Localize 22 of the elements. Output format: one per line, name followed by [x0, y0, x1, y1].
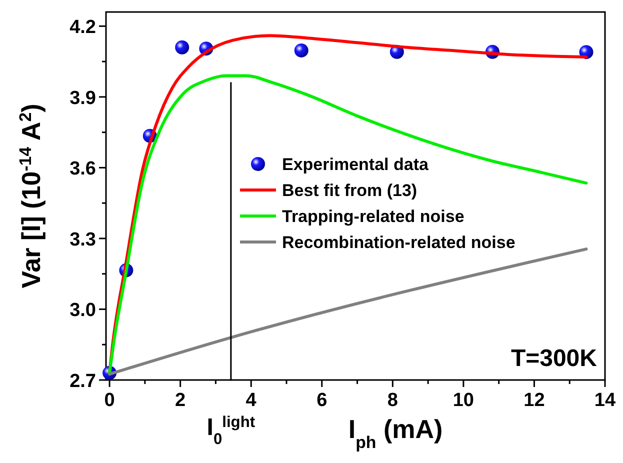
- y-tick-label: 3.0: [70, 300, 96, 322]
- x-tick-label: 6: [316, 390, 328, 411]
- x-axis-title: I$_{ph}$ (mA): [348, 414, 443, 452]
- x-tick-label: 4: [246, 390, 257, 411]
- x-tick-label: 10: [452, 390, 474, 411]
- x-tick-label: 8: [387, 390, 398, 411]
- point: [294, 43, 308, 58]
- y-tick-label: 4.2: [70, 17, 96, 38]
- x-tick-label: 2: [175, 390, 186, 411]
- y-tick-label: 3.9: [70, 88, 96, 109]
- legend-label: Trapping-related noise: [282, 207, 464, 226]
- y-tick-label: 2.7: [70, 371, 96, 392]
- legend-label: Best fit from (13): [282, 181, 418, 200]
- x-tick-label: 14: [594, 390, 616, 411]
- point: [175, 40, 190, 54]
- legend-label: Recombination-related noise: [282, 233, 516, 252]
- x-tick-label: 12: [524, 390, 545, 411]
- legend-label: Experimental data: [282, 155, 429, 174]
- annotation: T=300K: [510, 345, 598, 372]
- y-tick-label: 3.6: [70, 158, 96, 180]
- y-tick-label: 3.3: [70, 229, 96, 250]
- x-tick-label: 0: [104, 390, 115, 411]
